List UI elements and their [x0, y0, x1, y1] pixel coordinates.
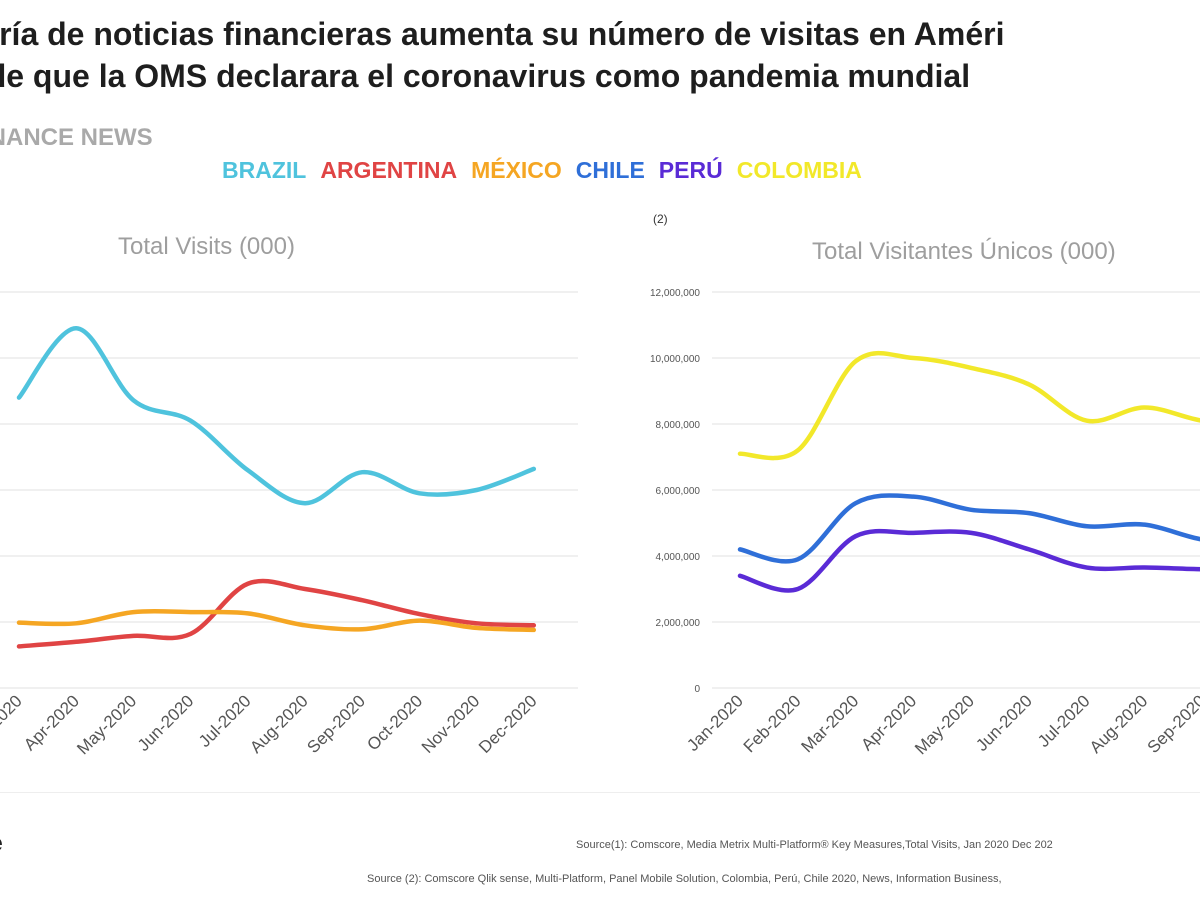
y-tick-label: 8,000,000 — [656, 420, 701, 431]
y-tick-label: 0 — [694, 684, 700, 695]
x-tick-label: Aug-2020 — [246, 691, 312, 757]
logo-fragment: re — [0, 830, 3, 858]
footer-divider — [0, 792, 1200, 793]
series-line-chile — [737, 493, 1200, 564]
x-tick-label: Mar-2020 — [0, 691, 26, 756]
note-marker: (2) — [653, 212, 668, 226]
series-line-méxico — [16, 608, 537, 633]
x-tick-label: Aug-2020 — [1086, 691, 1152, 757]
legend-item-colombia: COLOMBIA — [736, 157, 862, 183]
y-tick-label: 2,000,000 — [656, 618, 701, 629]
series-line-perú — [737, 528, 1200, 593]
x-tick-label: Sep-2020 — [1144, 691, 1200, 757]
x-tick-label: Sep-2020 — [303, 691, 369, 757]
series-line-brazil — [16, 326, 537, 506]
x-tick-label: Oct-2020 — [363, 691, 426, 754]
legend-item-chile: CHILE — [575, 157, 645, 183]
x-tick-label: Jul-2020 — [1034, 691, 1094, 751]
y-tick-label: 12,000,000 — [650, 288, 700, 299]
x-tick-label: May-2020 — [911, 691, 978, 758]
x-tick-label: Jun-2020 — [134, 691, 198, 755]
source-note-1: Source(1): Comscore, Media Metrix Multi-… — [576, 839, 1053, 851]
legend-item-peru: PERÚ — [658, 157, 723, 183]
x-tick-label: May-2020 — [73, 691, 140, 758]
y-tick-label: 4,000,000 — [656, 552, 701, 563]
category-label: INANCE NEWS — [0, 124, 153, 151]
chart-title-unique-visitors: Total Visitantes Únicos (000) — [812, 238, 1116, 265]
chart-total-visits: Mar-2020Apr-2020May-2020Jun-2020Jul-2020… — [0, 291, 578, 758]
x-tick-label: Dec-2020 — [475, 691, 541, 757]
page-title-line-1: goría de noticias financieras aumenta su… — [0, 16, 1005, 52]
series-line-colombia — [737, 350, 1200, 461]
x-tick-label: Feb-2020 — [740, 691, 805, 756]
x-tick-label: Nov-2020 — [418, 691, 484, 757]
legend: BRAZIL ARGENTINA MÉXICO CHILE PERÚ COLOM… — [222, 157, 862, 184]
legend-item-argentina: ARGENTINA — [320, 157, 458, 183]
series-line-argentina — [16, 578, 537, 649]
x-tick-label: Jul-2020 — [195, 691, 255, 751]
y-tick-label: 10,000,000 — [650, 354, 700, 365]
y-tick-label: 6,000,000 — [656, 486, 701, 497]
page-title-line-2: s de que la OMS declarara el coronavirus… — [0, 58, 971, 94]
source-note-2: Source (2): Comscore Qlik sense, Multi-P… — [367, 873, 1002, 885]
chart-title-visits: Total Visits (000) — [118, 233, 295, 260]
legend-item-mexico: MÉXICO — [471, 157, 562, 183]
chart-unique-visitors: 0 2,000,000 4,000,000 6,000,000 8,000,000 10,… — [650, 288, 1200, 758]
legend-item-brazil: BRAZIL — [222, 157, 307, 183]
x-tick-label: Jan-2020 — [683, 691, 747, 755]
x-tick-label: Jun-2020 — [972, 691, 1036, 755]
x-tick-label: Mar-2020 — [798, 691, 863, 756]
